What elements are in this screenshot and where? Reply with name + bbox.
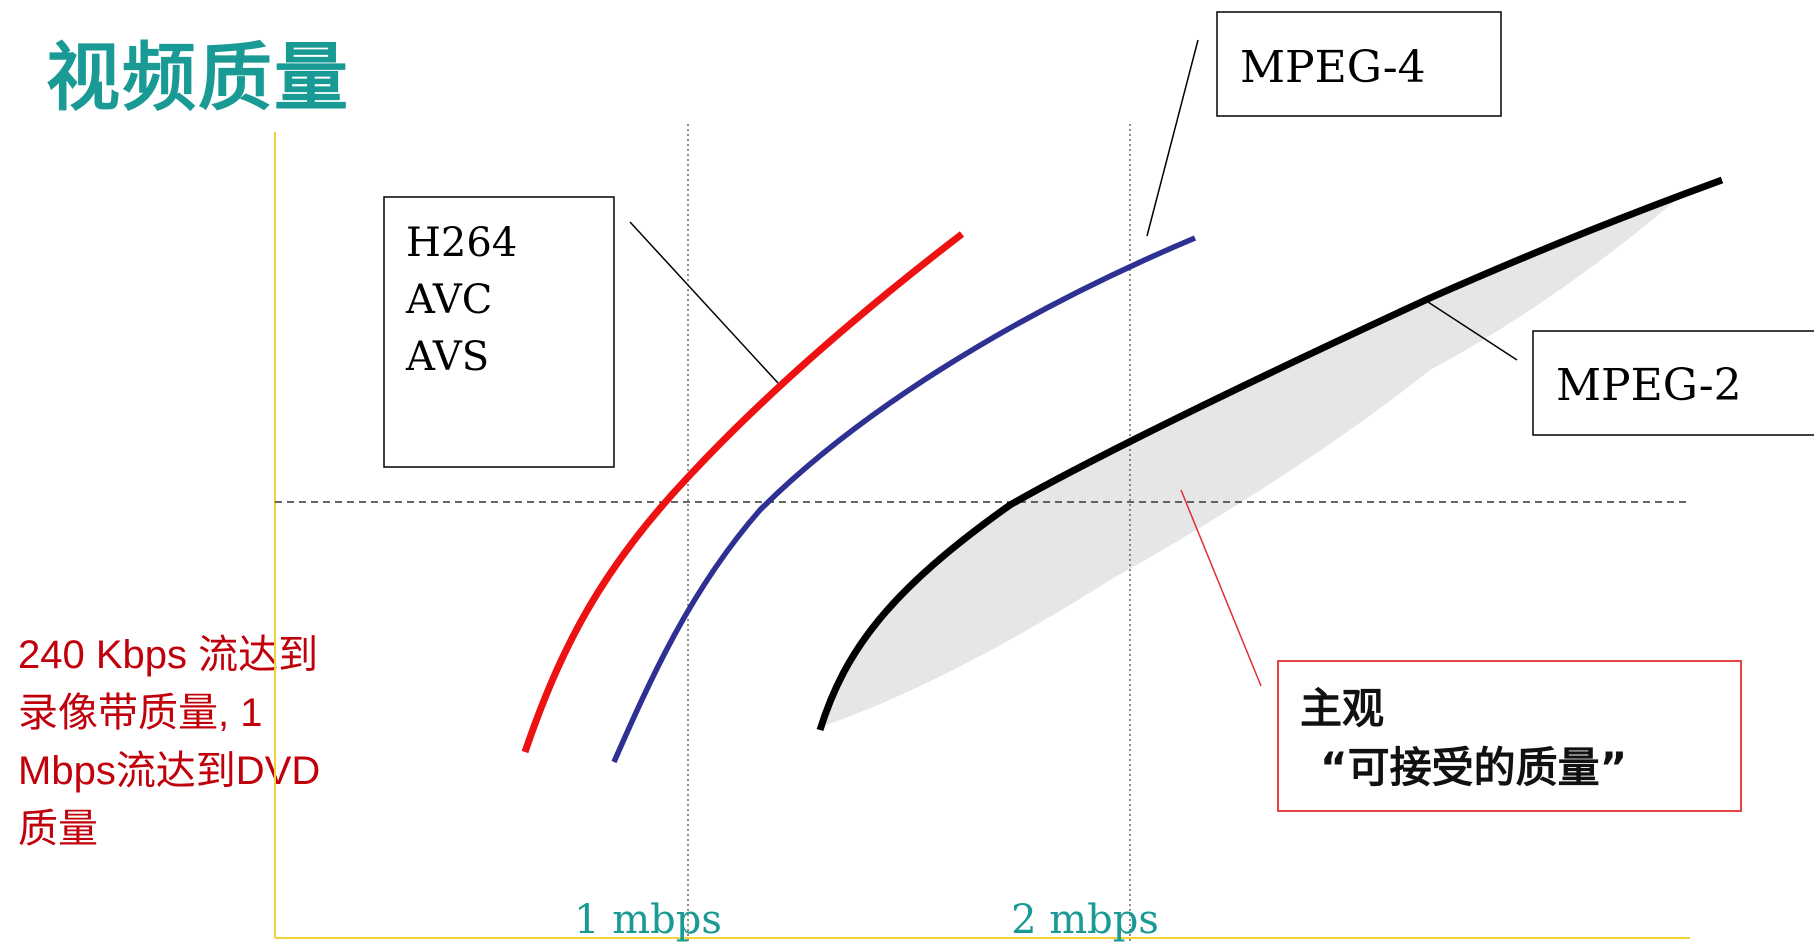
acceptable-quality-shade [820,190,1688,727]
mpeg4-label: MPEG-4 [1240,42,1426,93]
threshold-label-line-1: 主观 [1300,684,1384,733]
x-tick-label-1mbps: 1 mbps [574,897,722,943]
series-h264-curve [521,231,965,754]
mpeg2-label: MPEG-2 [1556,360,1742,411]
series-mpeg4-curve [611,235,1197,764]
page-title: 视频质量 [46,35,350,121]
x-tick-label-2mbps: 2 mbps [1011,897,1159,943]
note-line-4: 质量 [18,807,98,851]
bitrate-note: 240 Kbps 流达到 录像带质量, 1 Mbps流达到DVD 质量 [18,626,398,858]
threshold-label-box [1277,660,1742,812]
h264-label-box [383,196,615,468]
h264-label-line-3: AVS [405,334,489,380]
threshold-leader-line [1180,489,1262,687]
note-line-1: 240 Kbps 流达到 [18,633,319,677]
h264-label-line-2: AVC [405,277,492,323]
mpeg2-leader-line [1427,301,1518,361]
note-line-3: Mbps流达到DVD [18,749,321,793]
h264-leader-line [629,221,779,384]
note-line-2: 录像带质量, 1 [18,691,263,735]
mpeg4-leader-line [1146,39,1199,237]
mpeg2-label-box [1532,330,1814,436]
h264-label-line-1: H264 [406,220,517,266]
mpeg4-label-box [1216,11,1502,117]
series-mpeg2-curve [816,176,1724,732]
threshold-label-line-2: “可接受的质量” [1320,743,1627,792]
